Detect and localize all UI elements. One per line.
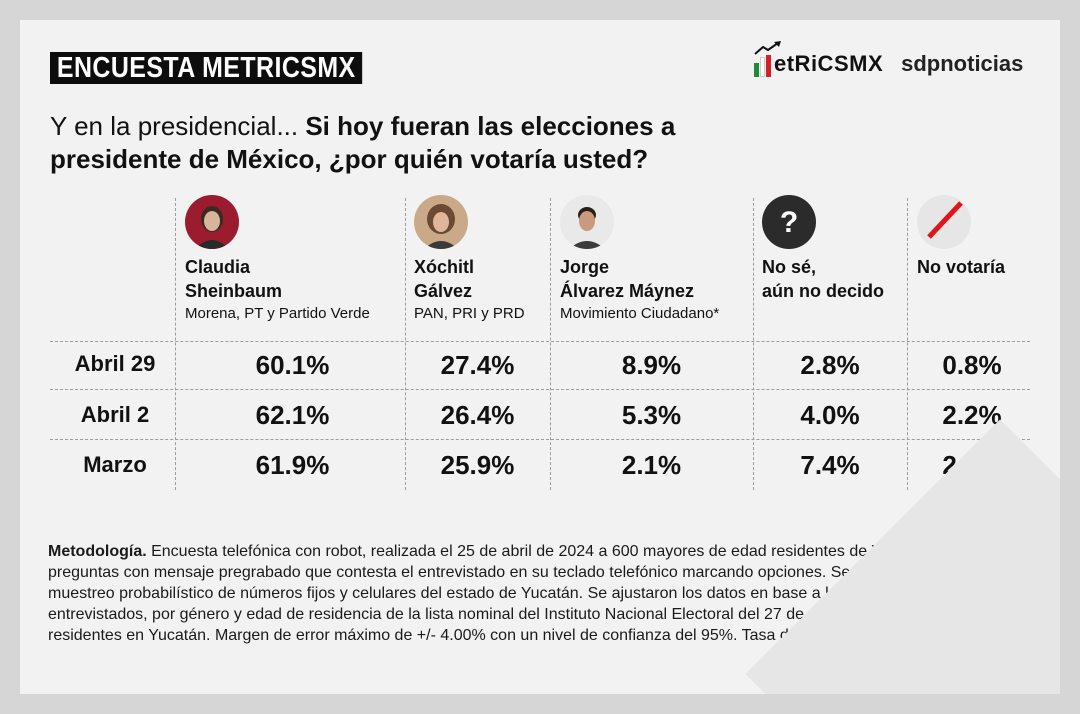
table-cell: 25.9% bbox=[440, 450, 515, 480]
candidate-party: PAN, PRI y PRD bbox=[414, 305, 525, 322]
table-cell: 8.9% bbox=[621, 350, 682, 380]
maynez-portrait-icon bbox=[560, 195, 614, 249]
candidate-name: Claudia Sheinbaum bbox=[185, 257, 283, 301]
question-mark-icon: ? bbox=[762, 195, 816, 249]
table-cell: 2.2% bbox=[942, 400, 1002, 430]
logos: etRiCSMX sdpnoticias bbox=[754, 41, 1024, 84]
trend-arrow-icon bbox=[754, 41, 781, 55]
table-cell: 7.4% bbox=[800, 450, 860, 480]
question-main: Si hoy fueran las elecciones a president… bbox=[50, 111, 676, 174]
poll-card: ENCUESTA METRICSMX etRiCSMX sdpnoticias … bbox=[20, 20, 1060, 694]
candidate-party: Movimiento Ciudadano* bbox=[560, 305, 720, 322]
table-cell: 2.1% bbox=[621, 450, 682, 480]
column-divider bbox=[907, 198, 908, 490]
row-divider bbox=[50, 389, 1030, 390]
methodology-text: Encuesta telefónica con robot, realizada… bbox=[48, 543, 1005, 644]
table-cell: 2.7% bbox=[942, 450, 1002, 480]
table-cell: 61.9% bbox=[255, 450, 330, 480]
option-header-no-vote: No votaría bbox=[917, 195, 1037, 279]
row-label: Abril 2 bbox=[80, 402, 150, 427]
candidate-name: Jorge Álvarez Máynez bbox=[560, 257, 695, 301]
svg-text:?: ? bbox=[780, 206, 798, 239]
row-divider bbox=[50, 341, 1030, 342]
table-cell: 26.4% bbox=[440, 400, 515, 430]
no-vote-slash-icon bbox=[917, 195, 971, 249]
candidate-header-sheinbaum: Claudia Sheinbaum Morena, PT y Partido V… bbox=[185, 195, 400, 323]
table-cell: 27.4% bbox=[440, 350, 515, 380]
metricsmx-logo: etRiCSMX bbox=[754, 41, 884, 77]
column-divider bbox=[175, 198, 176, 490]
candidate-name: Xóchitl Gálvez bbox=[414, 257, 475, 301]
sdpnoticias-logo: sdpnoticias bbox=[901, 51, 1024, 76]
methodology-title: Metodología. bbox=[48, 543, 147, 560]
poll-title-badge: ENCUESTA METRICSMX bbox=[50, 52, 363, 84]
row-label: Marzo bbox=[83, 452, 147, 477]
question-lead: Y en la presidencial... bbox=[50, 111, 306, 141]
table-cell: 4.0% bbox=[800, 400, 860, 430]
table-cell: 60.1% bbox=[255, 350, 330, 380]
sheinbaum-portrait-icon bbox=[185, 195, 239, 249]
table-cell: 5.3% bbox=[621, 400, 682, 430]
candidate-header-maynez: Jorge Álvarez Máynez Movimiento Ciudadan… bbox=[560, 195, 750, 323]
column-divider bbox=[753, 198, 754, 490]
table-cell: 62.1% bbox=[255, 400, 330, 430]
table-cell: 0.8% bbox=[942, 350, 1002, 380]
row-divider bbox=[50, 439, 1030, 440]
flag-bars-icon bbox=[754, 55, 772, 77]
metricsmx-logo-text: etRiCSMX bbox=[774, 51, 884, 76]
galvez-portrait-icon bbox=[414, 195, 468, 249]
candidate-party: Morena, PT y Partido Verde bbox=[185, 305, 370, 322]
column-divider bbox=[405, 198, 406, 490]
candidate-header-galvez: Xóchitl Gálvez PAN, PRI y PRD bbox=[414, 195, 544, 323]
table-cell: 2.8% bbox=[800, 350, 860, 380]
option-name: No sé, aún no decido bbox=[762, 257, 885, 301]
row-label: Abril 29 bbox=[74, 351, 156, 376]
column-divider bbox=[550, 198, 551, 490]
methodology-note: Metodología. Encuesta telefónica con rob… bbox=[48, 541, 1008, 646]
survey-question: Y en la presidencial... Si hoy fueran la… bbox=[50, 110, 810, 176]
option-header-undecided: ? No sé, aún no decido bbox=[762, 195, 907, 303]
option-name: No votaría bbox=[917, 257, 1006, 277]
